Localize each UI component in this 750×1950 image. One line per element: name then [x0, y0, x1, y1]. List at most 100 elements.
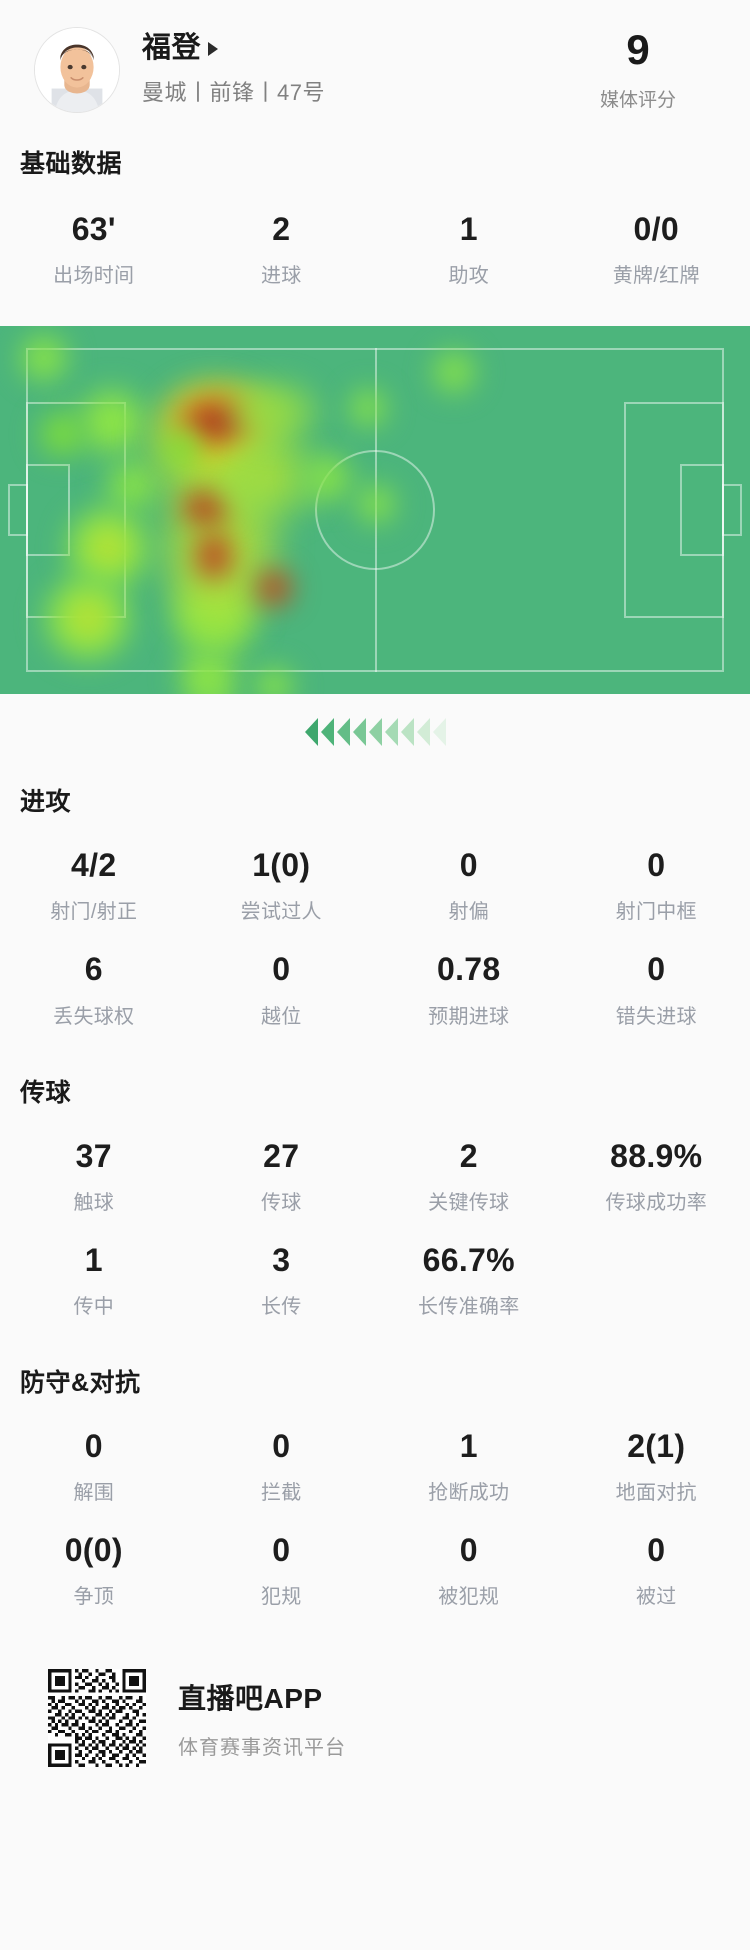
- stat-label: 被过: [635, 1586, 677, 1609]
- player-identity: 福登 曼城丨前锋丨47号: [142, 32, 566, 107]
- chevron-left-icon: [368, 718, 382, 747]
- stat-cell: 88.9% 传球成功率: [563, 1137, 750, 1215]
- stat-value: 0: [647, 1532, 666, 1569]
- page-title: 福登: [142, 32, 202, 65]
- stat-label: 出场时间: [53, 265, 135, 288]
- stat-label: 射门/射正: [50, 901, 138, 924]
- stat-cell: 37 触球: [0, 1137, 188, 1215]
- stat-value: 0/0: [633, 211, 679, 247]
- stat-value: 0.78: [437, 951, 501, 988]
- stat-cell: 63' 出场时间: [0, 211, 188, 288]
- app-promo-footer: 直播吧APP 体育赛事资讯平台: [0, 1669, 750, 1768]
- stat-value: 3: [272, 1241, 291, 1278]
- play-triangle-icon[interactable]: [208, 41, 219, 56]
- chevron-left-icon: [432, 718, 446, 747]
- stat-cell-empty: [563, 1243, 750, 1319]
- app-tagline: 体育赛事资讯平台: [178, 1736, 346, 1759]
- stat-value: 0: [272, 1532, 291, 1569]
- stat-label: 争顶: [73, 1586, 115, 1609]
- chevron-left-icon: [416, 718, 430, 747]
- stat-cell: 2(1) 地面对抗: [563, 1428, 750, 1505]
- stat-cell: 66.7% 长传准确率: [375, 1242, 563, 1319]
- player-portrait-icon: [35, 28, 119, 112]
- stat-value: 27: [263, 1137, 300, 1174]
- chevron-left-icon: [336, 718, 350, 747]
- stat-label: 被犯规: [438, 1586, 500, 1609]
- stat-label: 抢断成功: [428, 1482, 510, 1505]
- chevron-left-icon: [320, 718, 334, 747]
- stat-cell: 0.78 预期进球: [375, 952, 563, 1028]
- stat-cell: 2 关键传球: [375, 1137, 563, 1215]
- defense-stats-row-2: 0(0) 争顶 0 犯规 0 被犯规 0 被过: [0, 1532, 750, 1609]
- chevron-left-icon: [400, 718, 414, 747]
- stat-cell: 1(0) 尝试过人: [188, 847, 376, 924]
- stat-label: 黄牌/红牌: [612, 265, 700, 288]
- penalty-area-right: [624, 402, 724, 619]
- stat-label: 进球: [260, 265, 302, 288]
- stat-value: 0: [272, 951, 291, 988]
- stat-cell: 1 助攻: [375, 211, 563, 288]
- stat-cell: 6 丢失球权: [0, 952, 188, 1028]
- app-name: 直播吧APP: [178, 1682, 323, 1714]
- stat-cell: 4/2 射门/射正: [0, 847, 188, 924]
- stat-label: 射偏: [448, 901, 490, 924]
- stat-value: 0: [459, 847, 478, 884]
- stat-value: 0: [84, 1427, 103, 1464]
- defense-stats-row-1: 0 解围 0 拦截 1 抢断成功 2(1) 地面对抗: [0, 1427, 750, 1505]
- stat-value: 0: [647, 847, 666, 884]
- chevron-left-icon: [304, 718, 318, 747]
- stat-label: 触球: [73, 1191, 115, 1214]
- stat-label: 越位: [260, 1005, 302, 1028]
- stat-cell: 0 射门中框: [563, 847, 750, 924]
- heatmap-section: [0, 326, 750, 747]
- stat-cell: 1 抢断成功: [375, 1428, 563, 1505]
- media-rating: 9 媒体评分: [566, 25, 716, 112]
- stat-cell: 0 射偏: [375, 847, 563, 924]
- attack-direction-arrows: [0, 694, 750, 747]
- goal-left: [8, 484, 28, 537]
- section-title-basic: 基础数据: [20, 150, 123, 178]
- stat-cell: 0 解围: [0, 1427, 188, 1505]
- stat-cell: 0 越位: [188, 952, 376, 1028]
- stat-cell: 0 拦截: [188, 1428, 376, 1505]
- stat-label: 丢失球权: [53, 1005, 135, 1028]
- stat-label: 射门中框: [615, 901, 697, 924]
- basic-stats-row-1: 63' 出场时间 2 进球 1 助攻 0/0 黄牌/红牌: [0, 211, 750, 288]
- stat-value: 1: [459, 211, 478, 247]
- stat-value: 1: [84, 1241, 103, 1278]
- stat-label: 传中: [73, 1295, 115, 1318]
- stat-value: 37: [75, 1137, 112, 1174]
- stat-value: 88.9%: [610, 1137, 703, 1174]
- stat-label: 地面对抗: [615, 1482, 697, 1505]
- chevron-left-icon: [384, 718, 398, 747]
- stat-label: 犯规: [260, 1586, 302, 1609]
- stat-label: 长传: [260, 1295, 302, 1318]
- stat-label: 错失进球: [615, 1005, 697, 1028]
- center-circle: [315, 450, 435, 571]
- stat-value: 0(0): [64, 1532, 123, 1569]
- attack-stats-row-1: 4/2 射门/射正 1(0) 尝试过人 0 射偏 0 射门中框: [0, 847, 750, 924]
- stat-cell: 2 进球: [188, 211, 376, 288]
- pitch-heatmap[interactable]: [0, 326, 750, 695]
- passing-stats-row-2: 1 传中 3 长传 66.7% 长传准确率: [0, 1241, 750, 1319]
- stat-label: 助攻: [448, 265, 490, 288]
- player-meta: 曼城丨前锋丨47号: [142, 79, 325, 105]
- goal-right: [722, 484, 742, 537]
- stat-label: 传球成功率: [605, 1191, 707, 1214]
- passing-stats-row-1: 37 触球 27 传球 2 关键传球 88.9% 传球成功率: [0, 1137, 750, 1215]
- stat-value: 0: [647, 951, 666, 988]
- stat-cell: 1 传中: [0, 1241, 188, 1319]
- stat-value: 2: [272, 211, 291, 247]
- stat-value: 4/2: [71, 847, 117, 884]
- section-title-passing: 传球: [20, 1078, 72, 1107]
- rating-value: 9: [626, 25, 650, 73]
- goal-area-left: [26, 464, 70, 557]
- stat-cell: 0 错失进球: [563, 952, 750, 1028]
- goal-area-right: [680, 464, 724, 557]
- qr-code-icon[interactable]: [48, 1669, 146, 1768]
- heatmap-blobs: [0, 326, 750, 695]
- stat-value: 2: [459, 1137, 478, 1174]
- stat-cell: 0/0 黄牌/红牌: [563, 211, 750, 288]
- attack-stats-row-2: 6 丢失球权 0 越位 0.78 预期进球 0 错失进球: [0, 952, 750, 1028]
- stat-cell: 27 传球: [188, 1137, 376, 1215]
